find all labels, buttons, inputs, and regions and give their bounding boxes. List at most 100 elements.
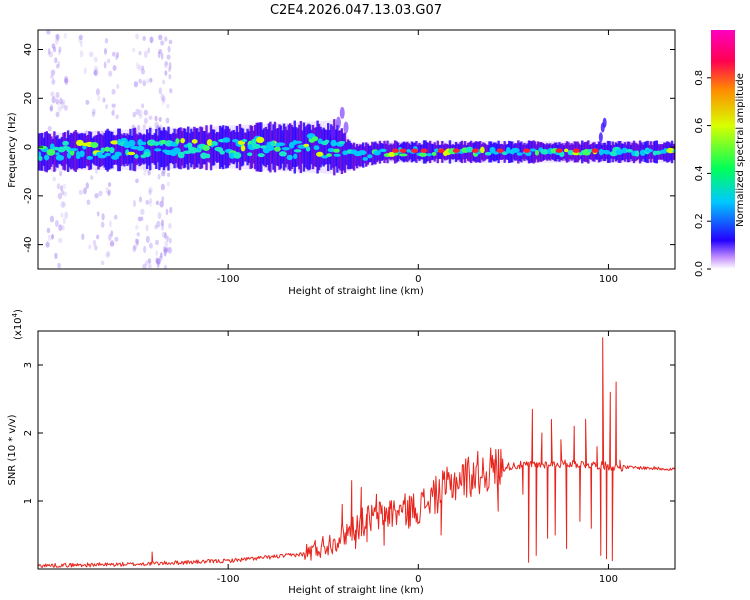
spectrogram-ridge [418, 143, 421, 161]
spectrogram-scatter [143, 245, 147, 254]
spectrogram-ridge [115, 134, 118, 166]
spectrogram-ridge [65, 138, 68, 165]
spectrogram-ridge [165, 131, 169, 167]
spectrogram-scatter [96, 234, 100, 240]
spectrogram-ridge [352, 142, 356, 171]
spectrogram-scatter [104, 37, 109, 44]
spectrogram-excursion [335, 116, 341, 129]
spectrogram-scatter [136, 232, 141, 237]
spectrogram-core [406, 149, 411, 153]
spectrogram-scatter [58, 97, 63, 105]
spectrogram-ridge [39, 133, 42, 171]
spectrogram-scatter [98, 190, 103, 197]
spectrogram-scatter [155, 258, 161, 265]
spectrogram-scatter [108, 70, 113, 77]
spectrogram-scatter [135, 108, 140, 116]
spectrogram-core [625, 149, 633, 153]
spectrogram-scatter [85, 182, 89, 189]
spectrogram-core [114, 151, 122, 157]
spectrogram-scatter [138, 109, 143, 117]
spectrogram-scatter [64, 78, 69, 86]
spectrogram-peak [420, 148, 428, 153]
spectrogram-core [529, 148, 537, 152]
spectrogram-scatter [110, 230, 114, 237]
spectrogram-scatter [160, 219, 164, 227]
spectrogram-ridge [74, 130, 77, 173]
spectrogram-scatter [51, 96, 56, 104]
spectrogram-scatter [111, 110, 115, 116]
spectrogram-scatter [158, 48, 163, 55]
spectrogram-peak [437, 148, 445, 153]
spectrogram-scatter [92, 239, 97, 246]
spectrogram-ridge [168, 133, 172, 164]
spectrogram-scatter [161, 223, 165, 231]
spectrogram-ridge [360, 144, 363, 167]
spectrogram-scatter [54, 220, 59, 228]
spectrogram-ridge [76, 132, 79, 170]
spectrogram-y-tick-label: -40 [23, 236, 34, 252]
spectrogram-core [321, 155, 329, 159]
spectrogram-ridge [369, 145, 373, 162]
spectrogram-scatter [137, 124, 141, 131]
spectrogram-scatter [51, 43, 56, 49]
spectrogram-core [672, 149, 675, 153]
spectrogram-ridge [363, 146, 366, 164]
snr-y-tick-label: 3 [23, 362, 34, 368]
spectrogram-scatter [56, 33, 60, 41]
spectrogram-scatter [164, 60, 169, 66]
spectrogram-scatter [62, 183, 67, 190]
spectrogram-core [206, 139, 213, 147]
spectrogram-scatter [169, 88, 173, 94]
spectrogram-scatter [140, 216, 144, 221]
spectrogram-scatter [159, 200, 164, 208]
spectrogram-ridge [325, 130, 328, 165]
spectrogram-core [293, 153, 298, 160]
spectrogram-ridge [114, 135, 117, 165]
spectrogram-ridge [209, 124, 213, 171]
spectrogram-scatter [103, 47, 108, 55]
spectrogram-scatter [108, 233, 112, 241]
spectrogram-scatter [164, 36, 168, 42]
spectrogram-ridge [88, 131, 91, 171]
spectrogram-scatter [57, 262, 62, 269]
spectrogram-peak [555, 148, 563, 153]
spectrogram-ridge [322, 127, 325, 167]
spectrogram-core [46, 148, 56, 156]
spectrogram-scatter [58, 49, 61, 56]
spectrogram-core [326, 153, 332, 157]
spectrogram-scatter [107, 190, 111, 197]
spectrogram-scatter [52, 46, 57, 53]
spectrogram-scatter [114, 236, 119, 242]
spectrogram-core [188, 146, 198, 154]
spectrogram-scatter [93, 69, 97, 76]
spectrogram-excursion [339, 106, 345, 119]
spectrogram-scatter [108, 220, 112, 228]
spectrogram-scatter [168, 237, 172, 244]
spectrogram-core [66, 152, 72, 159]
spectrogram-core [501, 151, 508, 156]
spectrogram-ridge [182, 128, 185, 169]
spectrogram-ridge [149, 127, 152, 171]
spectrogram-scatter [60, 190, 65, 195]
spectrogram-ridge [118, 128, 122, 172]
spectrogram-scatter [148, 188, 152, 196]
spectrogram-core [295, 140, 303, 144]
spectrogram-core [265, 145, 275, 151]
spectrogram-scatter [161, 98, 165, 106]
spectrogram-peak [496, 148, 504, 153]
spectrogram-ridge [387, 145, 391, 159]
spectrogram-scatter [162, 245, 166, 252]
spectrogram-core [152, 141, 160, 146]
spectrogram-core [379, 148, 387, 153]
spectrogram-core [232, 138, 239, 143]
spectrogram-core [434, 148, 440, 153]
spectrogram-ridge [430, 143, 433, 161]
spectrogram-core [563, 148, 569, 153]
spectrogram-ridge [328, 129, 331, 165]
spectrogram-core [240, 144, 246, 152]
spectrogram-scatter [78, 36, 83, 44]
spectrogram-scatter [109, 240, 115, 247]
spectrogram-scatter [91, 111, 96, 118]
spectrogram-scatter [160, 40, 165, 46]
spectrogram-scatter [107, 189, 112, 196]
